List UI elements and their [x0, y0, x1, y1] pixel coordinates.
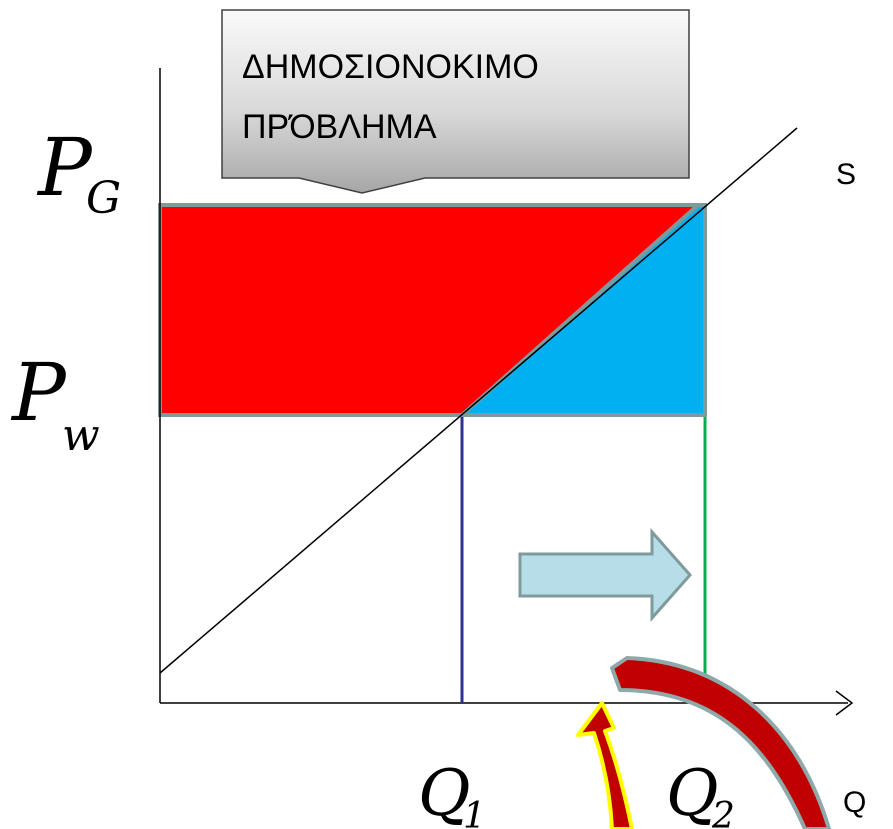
supply-label: S: [836, 158, 856, 191]
price-label-pw-sub: w: [62, 410, 100, 461]
qty-label-q1: Q: [418, 757, 470, 829]
qty-label-q2-sub: 2: [711, 796, 735, 829]
qty-label-q2: Q: [666, 757, 718, 829]
qty-label-q1-sub: 1: [463, 796, 486, 829]
red-area: [160, 205, 698, 415]
curved-up-arrow-icon: [576, 701, 634, 829]
x-axis-arrowhead-icon: [835, 690, 854, 716]
price-label-pw: P: [10, 346, 67, 439]
price-label-pg-sub: G: [86, 173, 121, 224]
callout-line-2: ΠΡΌΒΛΗΜΑ: [242, 108, 437, 146]
right-arrow-icon: [518, 528, 693, 622]
callout-box: [221, 9, 690, 194]
curved-down-arrow-icon: [610, 656, 831, 829]
price-label-pg: P: [36, 121, 93, 214]
supply-line: [159, 127, 798, 674]
x-axis-label: Q: [843, 786, 866, 819]
callout-line-1: ΔΗΜΟΣΙΟΝΟΚΙΜΟ: [242, 48, 539, 86]
